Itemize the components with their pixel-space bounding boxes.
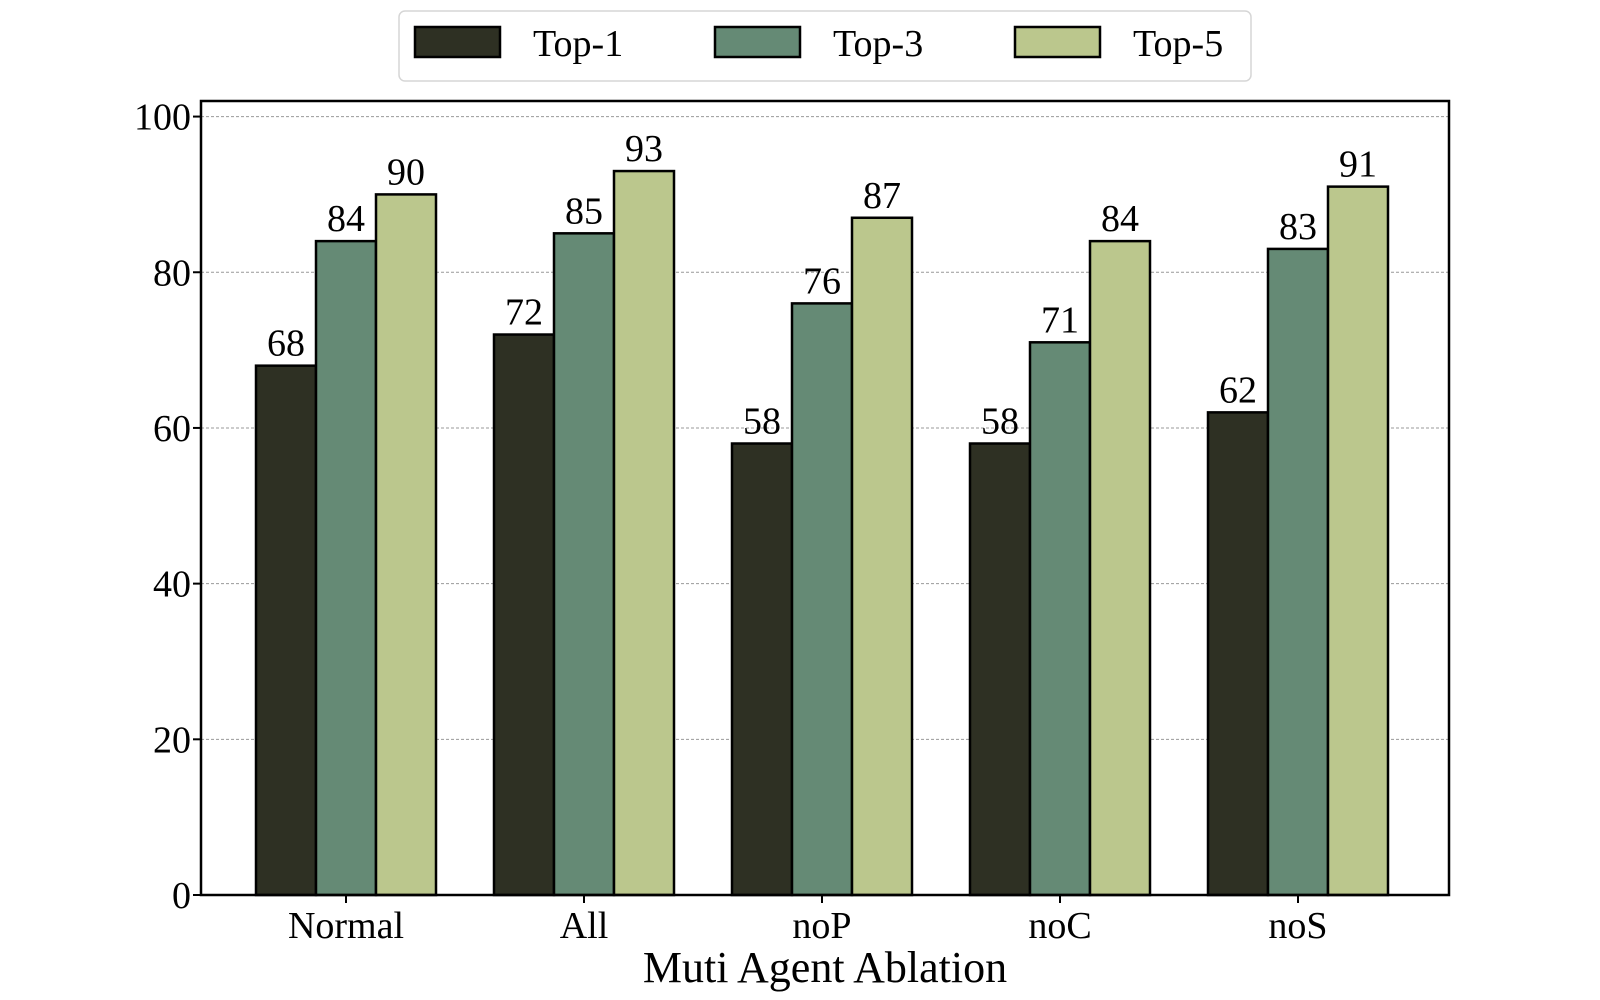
x-tick-label: All [560,905,609,947]
bar-value-label: 93 [625,128,663,170]
y-tick-label: 0 [172,875,191,917]
x-tick-label: Normal [288,905,404,947]
bars [254,169,1390,897]
bar-value-label: 71 [1041,299,1079,341]
bar [1326,185,1390,897]
bar-value-labels: 68 84 90 72 85 93 58 76 87 58 71 84 62 83 91 [267,128,1377,442]
legend-swatch [713,25,802,59]
bar-value-label: 72 [505,292,543,334]
legend-swatch [1013,25,1102,59]
bar-value-label: 68 [267,323,305,365]
bar [790,302,854,897]
legend-label: Top-5 [1133,23,1223,65]
legend-label: Top-3 [833,23,923,65]
bar [612,169,676,897]
bar-value-label: 62 [1219,369,1257,411]
bar [1028,341,1092,897]
bar-value-label: 91 [1339,144,1377,186]
x-tick-label: noC [1028,905,1091,947]
x-tick-label: noS [1268,905,1327,947]
bar [1206,411,1270,897]
bar-value-label: 76 [803,260,841,302]
bar [968,442,1032,897]
bar-value-label: 84 [1101,198,1139,240]
y-tick-label: 40 [153,564,191,606]
bar [1266,247,1330,897]
x-axis-label: Muti Agent Ablation [643,943,1007,992]
bar-value-label: 58 [743,401,781,443]
bar-value-label: 90 [387,151,425,193]
y-tick-label: 60 [153,408,191,450]
bar [552,232,616,897]
bar-value-label: 85 [565,190,603,232]
bar [374,193,438,897]
y-tick-label: 20 [153,719,191,761]
bar-value-label: 83 [1279,206,1317,248]
bar [1088,239,1152,897]
bar [254,364,318,897]
legend: Top-1 Top-3 Top-5 [398,10,1252,82]
bar-value-label: 58 [981,401,1019,443]
bar [730,442,794,897]
legend-swatch [413,25,502,59]
y-tick-label: 80 [153,252,191,294]
plot-frame [199,99,1451,897]
legend-box [398,10,1252,82]
y-axis-ticks: 0 20 40 60 80 100 [134,97,201,917]
y-tick-label: 100 [134,97,191,139]
bar [314,239,378,897]
bar-value-label: 84 [327,198,365,240]
x-axis-ticks: Normal All noP noC noS [288,895,1328,947]
x-tick-label: noP [792,905,851,947]
bar [850,216,914,897]
legend-label: Top-1 [533,23,623,65]
bar-value-label: 87 [863,175,901,217]
bar [492,333,556,897]
